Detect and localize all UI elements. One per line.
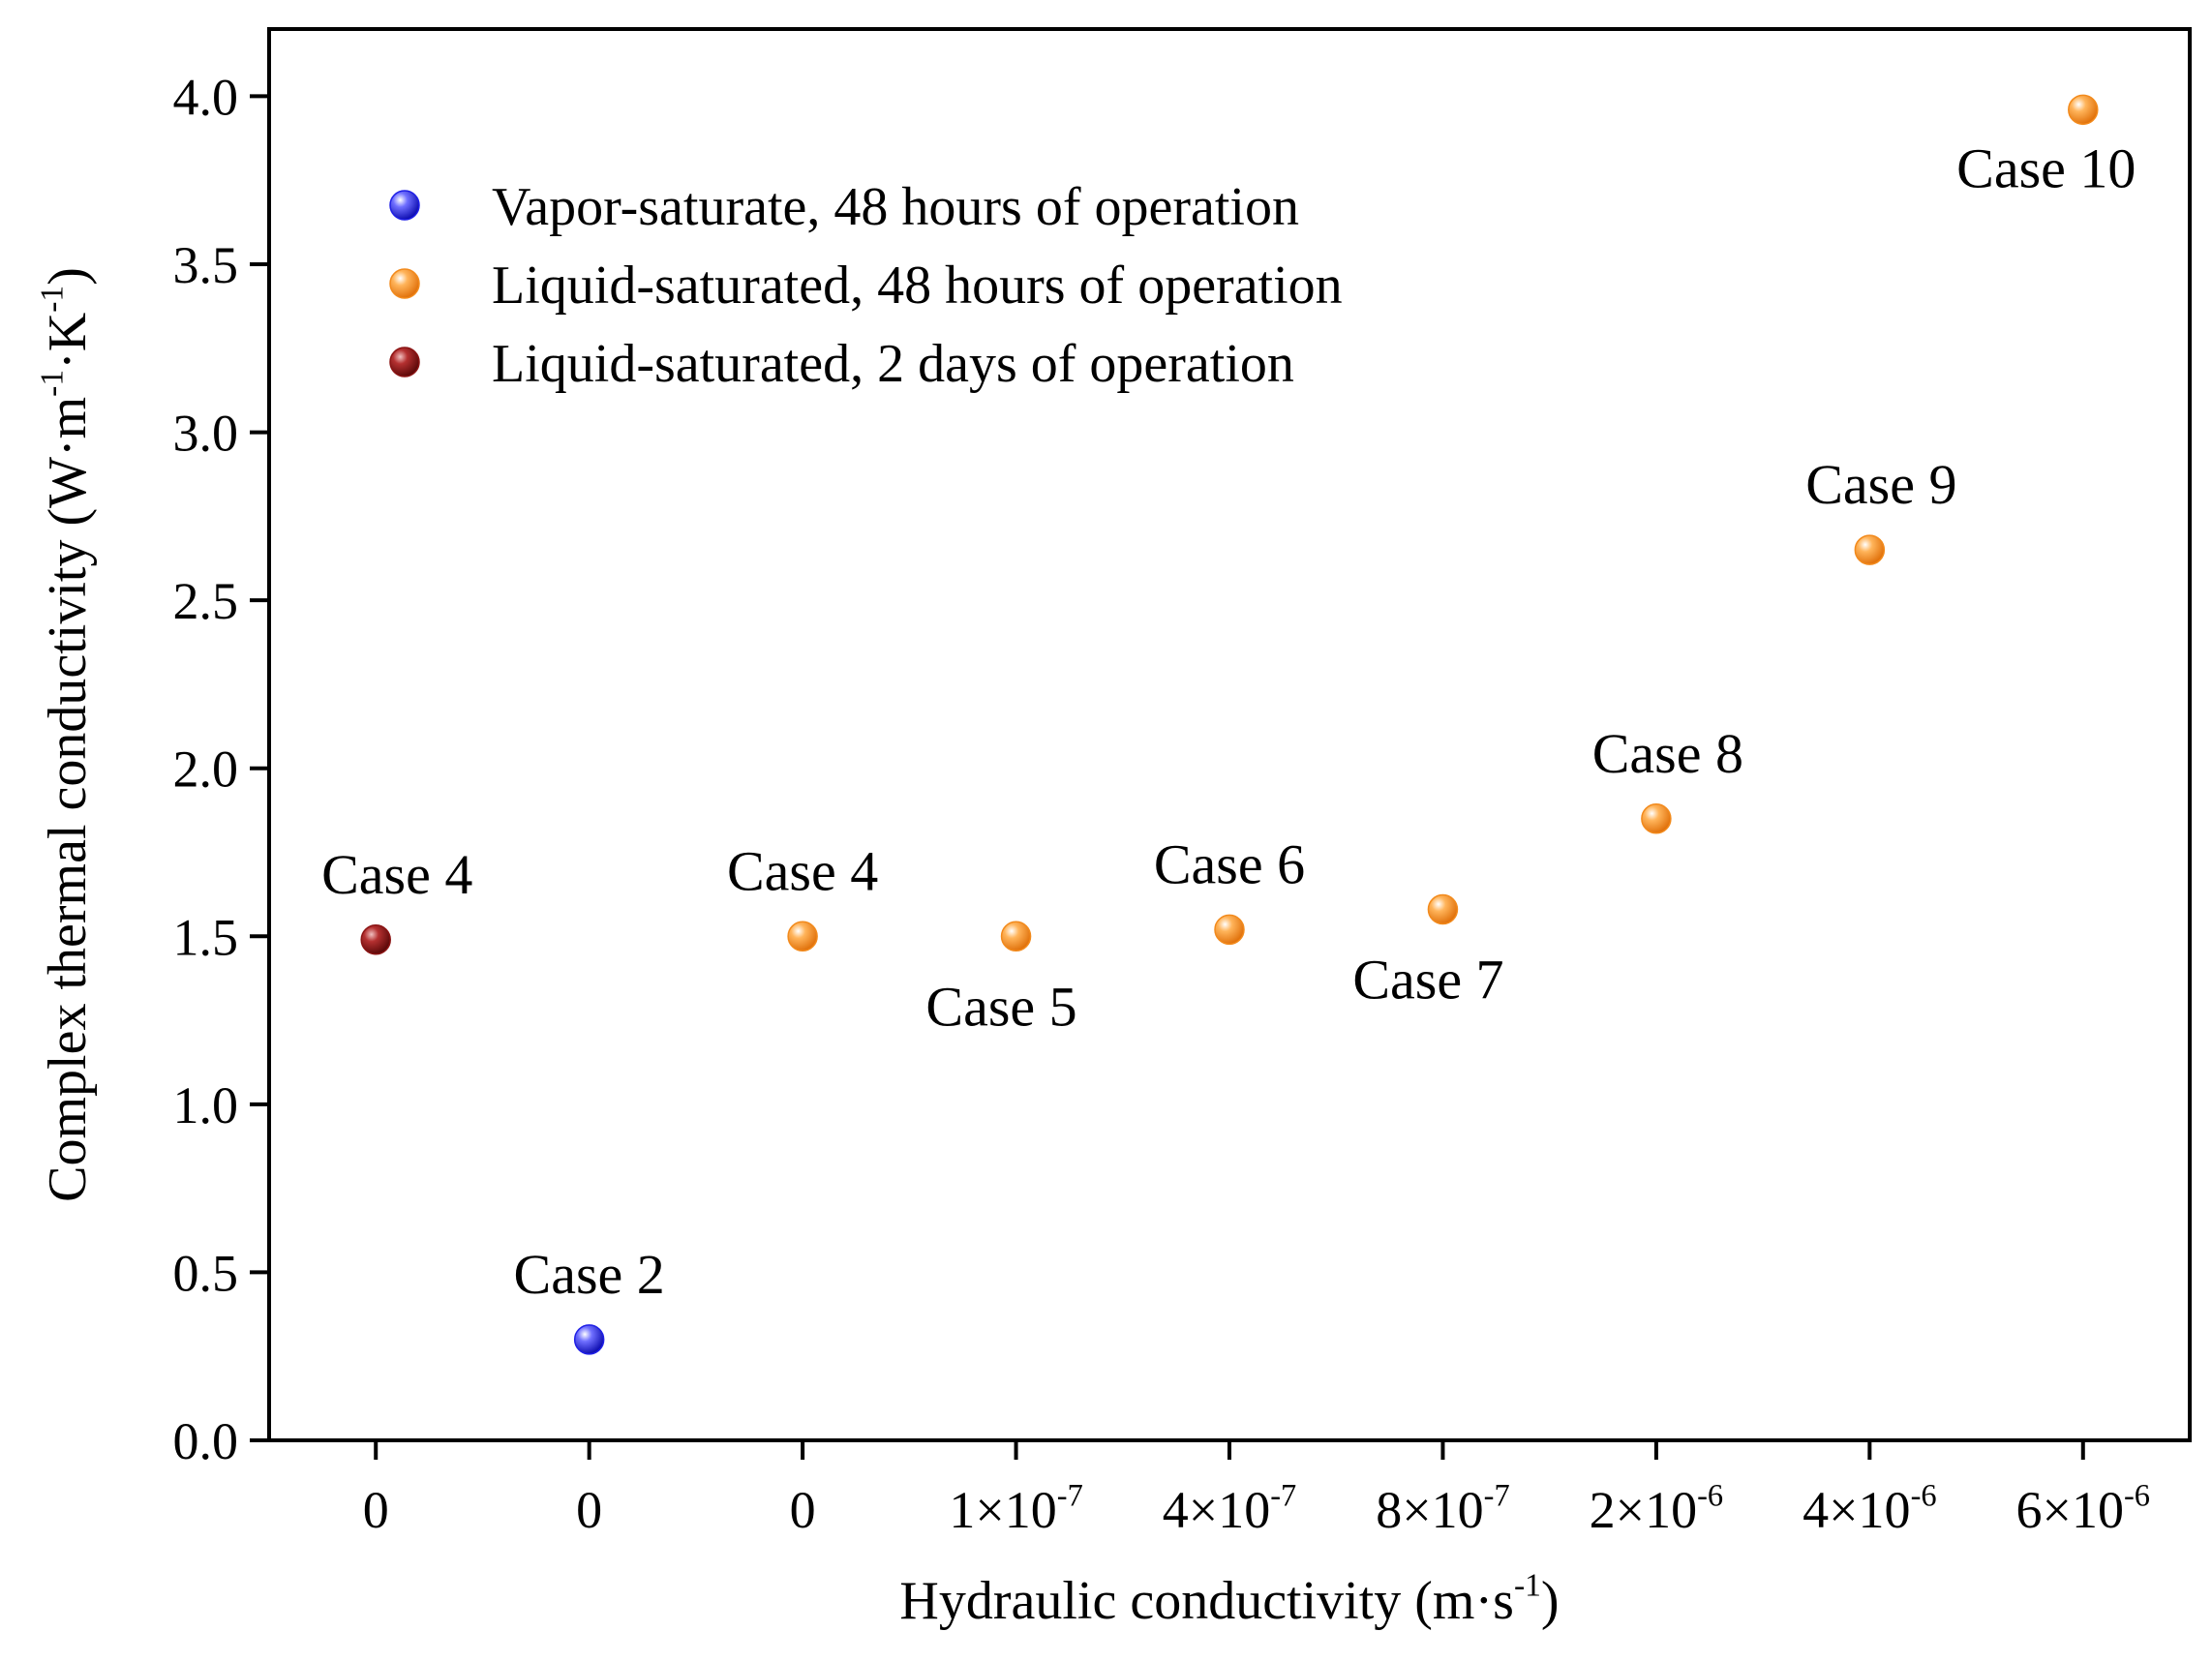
y-tick-label: 0.0 bbox=[173, 1412, 239, 1470]
x-tick-label: 4×10-7 bbox=[1163, 1478, 1296, 1539]
x-tick-label: 0 bbox=[790, 1481, 816, 1539]
x-tick-label: 4×10-6 bbox=[1803, 1478, 1936, 1539]
y-tick-label: 2.5 bbox=[173, 572, 239, 630]
data-point bbox=[2068, 94, 2099, 126]
legend: Vapor-saturate, 48 hours of operation Liq… bbox=[389, 177, 1343, 394]
points-layer bbox=[360, 94, 2099, 1355]
point-label: Case 8 bbox=[1592, 722, 1743, 785]
y-tick-label: 4.0 bbox=[173, 68, 239, 126]
ticks-layer: 0.0 0.5 1.0 1.5 2.0 2.5 3.0 3.5 4.0 0 0 0 1×10-7 4×10… bbox=[173, 68, 2151, 1539]
y-tick-label: 0.5 bbox=[173, 1244, 239, 1302]
legend-marker bbox=[389, 268, 420, 299]
y-tick-label: 1.0 bbox=[173, 1076, 239, 1134]
point-label: Case 6 bbox=[1154, 832, 1305, 895]
data-point bbox=[1641, 803, 1672, 834]
point-label: Case 9 bbox=[1805, 453, 1956, 516]
point-label: Case 7 bbox=[1352, 949, 1503, 1012]
legend-label: Vapor-saturate, 48 hours of operation bbox=[492, 177, 1299, 237]
data-point bbox=[787, 921, 818, 952]
point-labels-layer: Case 2 Case 4 Case 5 Case 6 Case 7 Case 8 Case… bbox=[321, 136, 2136, 1306]
x-tick-label: 6×10-6 bbox=[2016, 1478, 2150, 1539]
legend-label: Liquid-saturated, 2 days of operation bbox=[492, 334, 1294, 394]
point-label: Case 4 bbox=[727, 839, 878, 902]
x-tick-label: 0 bbox=[576, 1481, 602, 1539]
data-point bbox=[1000, 921, 1032, 952]
point-label: Case 5 bbox=[925, 975, 1076, 1038]
data-point bbox=[1427, 893, 1459, 925]
y-axis-label: Complex thermal conductivity (W·m-1·K-1) bbox=[34, 267, 98, 1202]
plot-frame bbox=[267, 27, 2192, 1442]
y-tick-label: 1.5 bbox=[173, 908, 239, 966]
point-label: Case 10 bbox=[1956, 136, 2136, 199]
y-tick-label: 3.5 bbox=[173, 236, 239, 294]
point-label: Case 2 bbox=[514, 1243, 665, 1306]
data-point bbox=[573, 1324, 605, 1355]
y-tick-label: 3.0 bbox=[173, 405, 239, 463]
legend-marker bbox=[389, 347, 420, 378]
legend-label: Liquid-saturated, 48 hours of operation bbox=[492, 256, 1343, 316]
x-axis-label: Hydraulic conductivity (m·s-1) bbox=[899, 1567, 1559, 1631]
data-point bbox=[360, 924, 391, 955]
x-tick-label: 8×10-7 bbox=[1376, 1478, 1509, 1539]
legend-marker bbox=[389, 190, 420, 221]
x-tick-label: 2×10-6 bbox=[1590, 1478, 1723, 1539]
data-point bbox=[1214, 914, 1245, 946]
y-tick-label: 2.0 bbox=[173, 740, 239, 799]
x-tick-label: 0 bbox=[363, 1481, 389, 1539]
point-label: Case 4 bbox=[321, 843, 472, 906]
data-point bbox=[1854, 534, 1886, 565]
x-tick-label: 1×10-7 bbox=[949, 1478, 1082, 1539]
